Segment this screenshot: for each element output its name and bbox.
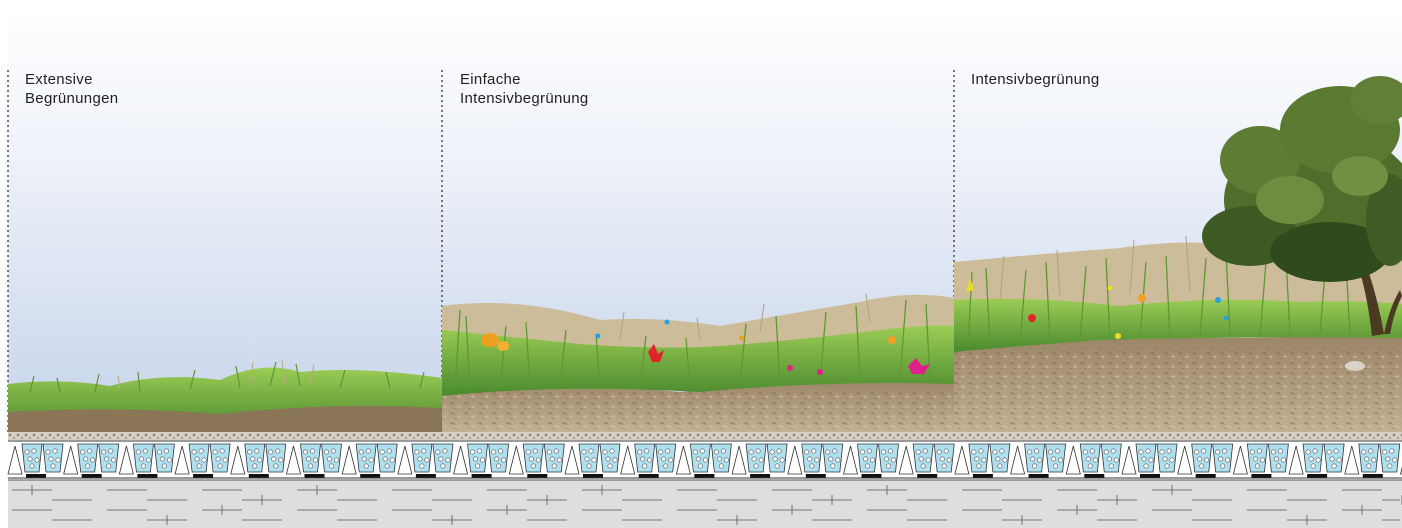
drainage-cell (842, 443, 899, 478)
flower-icon (481, 333, 499, 347)
drainage-cell (230, 443, 287, 478)
drainage-cell (787, 443, 844, 478)
drainage-layer (7, 440, 1402, 479)
flower-icon (817, 369, 823, 375)
slab-texture (12, 485, 1402, 525)
drainage-cell (1121, 443, 1178, 478)
drainage-cell (118, 443, 175, 478)
drainage-cell (954, 443, 1011, 478)
drainage-cell (731, 443, 788, 478)
flower-icon (1215, 297, 1221, 303)
vegetation-extensive (8, 359, 442, 432)
flower-icon (1115, 333, 1121, 339)
zone-label-extensive: Extensive Begrünungen (25, 71, 119, 107)
drainage-cell (397, 443, 454, 478)
drainage-cell (620, 443, 677, 478)
drainage-cell (1065, 443, 1122, 478)
drainage-cell (341, 443, 398, 478)
roof-slab (8, 480, 1402, 528)
drainage-cell (1177, 443, 1234, 478)
sky-zone-1 (8, 10, 442, 430)
drainage-cell (174, 443, 231, 478)
filter-layer (8, 432, 1402, 440)
vegetation-intensive (954, 76, 1402, 432)
drainage-cell (564, 443, 621, 478)
flower-icon (648, 344, 664, 362)
zone-label-simple-intensive: Einfache Intensivbegrünung (460, 71, 589, 107)
tree-foliage (1202, 76, 1402, 282)
drainage-cell (508, 443, 565, 478)
flower-icon (908, 358, 930, 374)
drainage-cell (63, 443, 120, 478)
flower-icon (739, 335, 745, 341)
drainage-cell (898, 443, 955, 478)
zone-label-intensive: Intensivbegrünung (971, 71, 1100, 88)
drainage-cell (1344, 443, 1401, 478)
tree-trunk (1360, 270, 1384, 336)
drainage-cell (1010, 443, 1067, 478)
drainage-cell (285, 443, 342, 478)
flower-icon (888, 336, 896, 344)
flower-icon (1107, 285, 1113, 291)
flower-icon (497, 341, 509, 351)
drainage-cell (1288, 443, 1345, 478)
flower-icon (1223, 315, 1229, 321)
drainage-cell (453, 443, 510, 478)
drainage-cell (675, 443, 732, 478)
drainage-cell (1232, 443, 1289, 478)
drainage-cell (7, 443, 64, 478)
flower-icon (664, 319, 670, 325)
flower-icon (966, 278, 974, 292)
vegetation-simple-intensive (442, 293, 954, 432)
flower-icon (1138, 294, 1146, 302)
flower-icon (787, 365, 793, 371)
flower-icon (595, 333, 601, 339)
flower-icon (1028, 314, 1036, 322)
